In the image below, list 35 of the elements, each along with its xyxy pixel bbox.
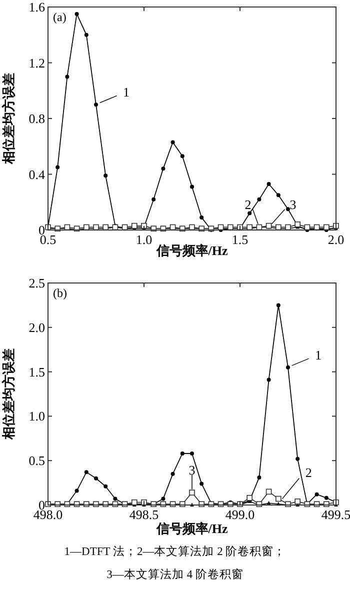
- x-tick-label: 1.0: [136, 232, 152, 247]
- text: 3—本文算法加 4 阶卷积窗: [106, 567, 244, 581]
- annotation: 2: [244, 197, 252, 212]
- annotation: 1: [315, 347, 322, 362]
- y-tick-label: 2.0: [28, 320, 45, 335]
- chart-title: (b): [53, 286, 67, 300]
- y-axis-title: 相位差均方误差: [1, 348, 16, 440]
- y-tick-label: 1.5: [28, 364, 45, 380]
- y-axis-title: 相位差均方误差: [1, 73, 16, 165]
- y-tick-label: 1.0: [28, 408, 45, 424]
- annotation: 2: [305, 465, 312, 480]
- y-tick-label: 1.2: [28, 55, 45, 70]
- y-tick-label: 0.8: [28, 111, 45, 126]
- y-tick-label: 2.5: [28, 276, 45, 290]
- y-tick-label: 0.5: [28, 453, 45, 468]
- y-tick-label: 0.4: [28, 166, 46, 182]
- annotation: 1: [123, 84, 130, 100]
- text: 1—DTFT 法；2—本文算法加 2 阶卷积窗；: [64, 544, 286, 558]
- annotation: 2: [244, 197, 258, 224]
- annotation: 2: [282, 465, 312, 500]
- x-axis-title: 信号频率/Hz: [155, 243, 228, 258]
- annotation: 1: [292, 347, 322, 366]
- annotation: 3: [188, 462, 196, 478]
- y-tick-label: 1.6: [28, 0, 46, 14]
- x-tick-label: 2.0: [328, 232, 344, 247]
- x-tick-label: 498.5: [129, 507, 159, 522]
- annotation: 1: [100, 84, 130, 104]
- x-tick-label: 499.0: [225, 507, 255, 522]
- annotation: 3: [290, 197, 296, 212]
- chart-title: (a): [53, 10, 66, 24]
- x-axis-title: 信号频率/Hz: [155, 521, 228, 536]
- x-tick-label: 1.5: [232, 232, 248, 247]
- annotation: 3: [271, 197, 296, 224]
- x-tick-label: 499.5: [321, 507, 350, 522]
- annotation: 3: [188, 462, 196, 490]
